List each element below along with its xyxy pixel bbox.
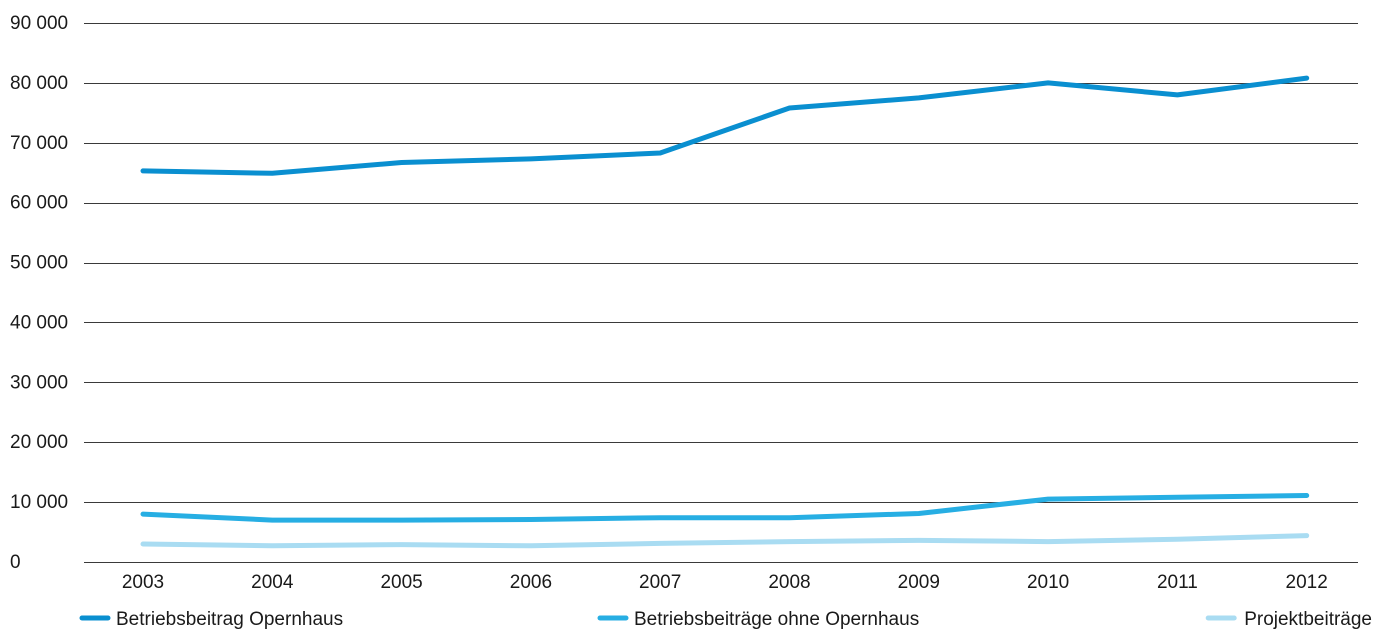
x-tick-label: 2008 [768,572,810,593]
legend: Betriebsbeitrag Opernhaus Betriebsbeiträg… [79,609,1372,630]
legend-label: Betriebsbeiträge ohne Opernhaus [634,609,919,630]
y-tick-label: 30 000 [10,372,68,393]
y-tick-label: 0 [10,552,21,573]
legend-item: Betriebsbeiträge ohne Opernhaus [597,609,919,630]
x-tick-label: 2005 [380,572,422,593]
y-tick-label: 20 000 [10,432,68,453]
gridlines [84,23,1358,563]
series-lines [140,75,1310,549]
legend-item: Betriebsbeitrag Opernhaus [79,609,343,630]
y-axis-tick-labels: 0 10 000 20 000 30 000 40 000 50 000 60 000 70 … [10,13,68,573]
x-tick-label: 2010 [1027,572,1069,593]
legend-item: Projektbeiträge [1205,609,1372,630]
legend-label: Betriebsbeitrag Opernhaus [116,609,343,630]
y-tick-label: 40 000 [10,312,68,333]
x-axis-tick-labels: 2003 2004 2005 2006 2007 2008 2009 2010 2011 2012 [122,572,1328,593]
y-tick-label: 70 000 [10,133,68,154]
y-tick-label: 80 000 [10,73,68,94]
x-tick-label: 2003 [122,572,164,593]
x-tick-label: 2011 [1157,572,1198,593]
series-line [140,75,1310,176]
y-tick-label: 90 000 [10,13,68,34]
series-line [140,493,1310,523]
x-tick-label: 2007 [639,572,681,593]
x-tick-label: 2012 [1286,572,1328,593]
x-tick-label: 2004 [251,572,294,593]
legend-label: Projektbeiträge [1244,609,1372,630]
series-line [140,533,1310,549]
y-tick-label: 10 000 [10,492,68,513]
x-tick-label: 2006 [510,572,552,593]
y-tick-label: 60 000 [10,193,68,214]
y-tick-label: 50 000 [10,253,68,274]
x-tick-label: 2009 [898,572,940,593]
